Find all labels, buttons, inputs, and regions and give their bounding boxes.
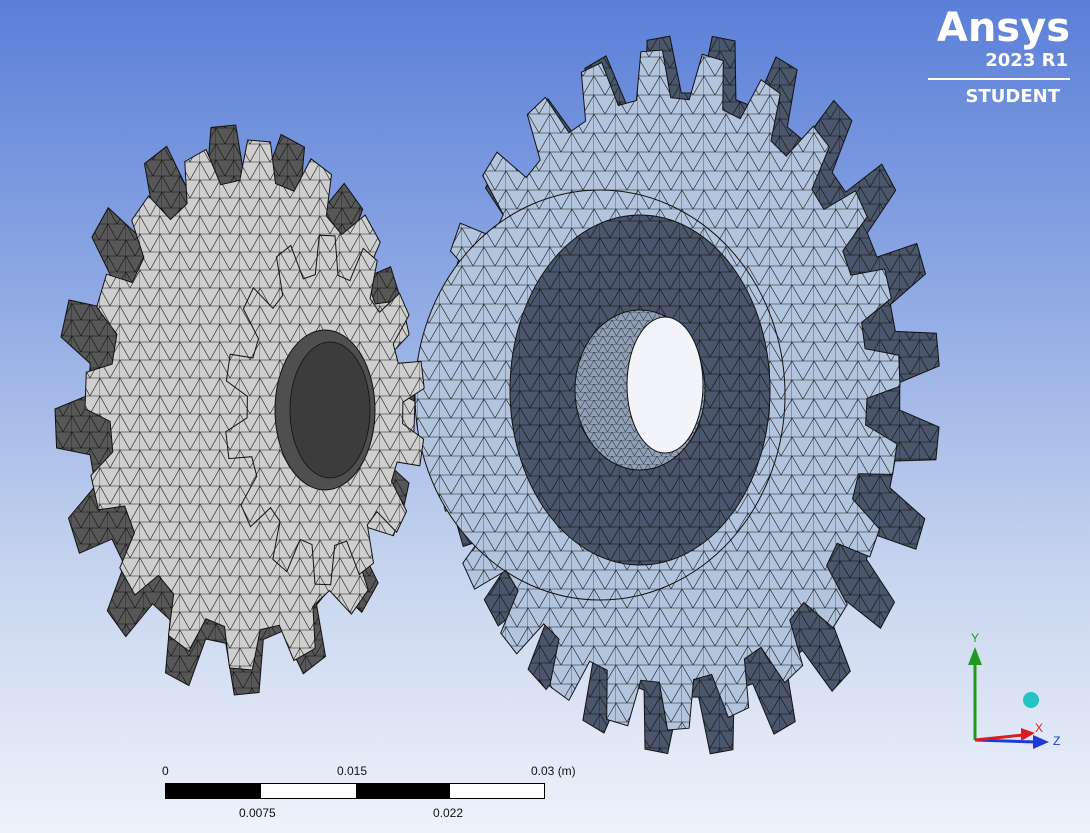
axis-label-z: Z bbox=[1053, 734, 1061, 748]
large-bevel-gear[interactable] bbox=[414, 35, 940, 755]
logo-divider bbox=[928, 78, 1070, 80]
scale-label-0.0075: 0.0075 bbox=[239, 806, 276, 820]
scale-segment bbox=[356, 784, 450, 798]
scale-label-0.015: 0.015 bbox=[337, 764, 368, 778]
scale-bar: 0 0.015 0.03 (m) 0.0075 0.022 bbox=[162, 764, 576, 824]
logo-edition: STUDENT bbox=[965, 86, 1060, 107]
logo-brand: Ansys bbox=[936, 5, 1070, 51]
pinion-bore-inner bbox=[289, 341, 371, 479]
pinion-bevel-gear[interactable] bbox=[54, 124, 425, 696]
triad-center-ball bbox=[1023, 692, 1039, 708]
logo-version: 2023 R1 bbox=[985, 50, 1068, 71]
axis-label-y: Y bbox=[971, 631, 980, 645]
scale-label-0: 0 bbox=[162, 764, 169, 778]
triad-axes-icon bbox=[968, 647, 1049, 749]
ansys-logo: Ansys 2023 R1 STUDENT bbox=[920, 6, 1070, 108]
scale-segment bbox=[166, 784, 261, 798]
scale-bar-track bbox=[165, 783, 545, 799]
coordinate-triad[interactable]: Y X Z bbox=[955, 625, 1075, 755]
large-gear-bore bbox=[626, 316, 704, 454]
scale-label-0.022: 0.022 bbox=[433, 806, 464, 820]
axis-label-x: X bbox=[1035, 721, 1044, 735]
scale-label-0.03: 0.03 (m) bbox=[531, 764, 576, 778]
